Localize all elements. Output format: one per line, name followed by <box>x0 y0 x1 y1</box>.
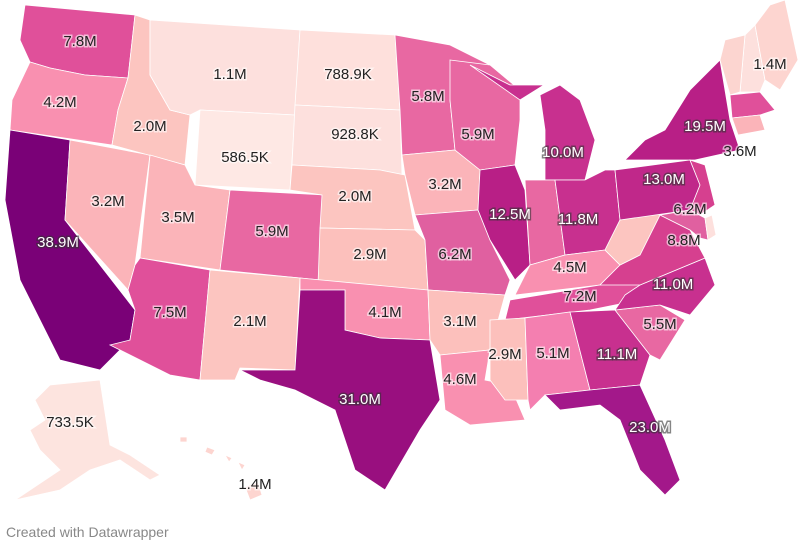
state-value-label: 1.1M <box>213 66 246 83</box>
state-il[interactable] <box>477 164 531 281</box>
state-value-label: 5.8M <box>411 88 444 105</box>
state-value-label: 3.5M <box>161 209 194 226</box>
state-me[interactable] <box>754 0 799 91</box>
state-value-label: 788.9K <box>324 66 372 83</box>
state-ct[interactable] <box>731 114 766 136</box>
state-value-label: 11.1M <box>597 346 638 363</box>
state-value-label: 19.5M <box>684 118 726 135</box>
state-shape[interactable] <box>719 34 746 96</box>
state-value-label: 10.0M <box>542 144 584 161</box>
state-ak[interactable] <box>14 379 161 501</box>
state-value-label: 5.9M <box>461 126 494 143</box>
state-value-label: 4.2M <box>43 94 76 111</box>
state-value-label: 7.2M <box>563 288 596 305</box>
state-de[interactable] <box>704 214 717 241</box>
state-value-label: 4.1M <box>368 304 401 321</box>
state-ny[interactable] <box>624 59 741 161</box>
state-value-label: 1.4M <box>753 56 786 73</box>
state-value-label: 8.8M <box>667 232 700 249</box>
state-value-label: 7.8M <box>63 33 96 50</box>
state-value-label: 23.0M <box>629 419 671 436</box>
state-la[interactable] <box>439 349 526 426</box>
state-shape[interactable] <box>731 114 766 136</box>
state-fl[interactable] <box>544 384 681 496</box>
state-shape[interactable] <box>179 436 188 443</box>
state-value-label: 3.2M <box>91 193 124 210</box>
state-value-label: 31.0M <box>339 391 381 408</box>
state-shape[interactable] <box>544 384 681 496</box>
state-value-label: 5.5M <box>643 316 676 333</box>
state-shape[interactable] <box>204 446 216 456</box>
state-shape[interactable] <box>439 349 526 426</box>
state-shape[interactable] <box>624 59 741 161</box>
state-value-label: 2.9M <box>353 246 386 263</box>
state-shape[interactable] <box>754 0 799 91</box>
state-shape[interactable] <box>569 309 651 391</box>
state-shape[interactable] <box>244 481 263 501</box>
state-value-label: 11.0M <box>653 276 694 293</box>
state-value-label: 928.8K <box>331 126 379 143</box>
state-value-label: 38.9M <box>37 234 79 251</box>
state-value-label: 13.0M <box>643 171 685 188</box>
state-value-label: 5.1M <box>536 345 569 362</box>
state-value-label: 11.8M <box>558 211 599 228</box>
state-shape[interactable] <box>237 461 246 471</box>
state-value-label: 3.2M <box>428 176 461 193</box>
state-value-label: 7.5M <box>153 304 186 321</box>
state-value-label: 2.0M <box>133 118 166 135</box>
state-value-label: 6.2M <box>438 246 471 263</box>
state-shape[interactable] <box>239 289 441 491</box>
state-value-label: 1.4M <box>238 476 271 493</box>
state-value-label: 2.0M <box>338 188 371 205</box>
state-shape[interactable] <box>704 214 717 241</box>
state-shape[interactable] <box>449 59 521 171</box>
state-shape[interactable] <box>14 379 161 501</box>
state-shape[interactable] <box>469 64 561 101</box>
state-hi[interactable] <box>179 436 263 501</box>
state-wi[interactable] <box>449 59 521 171</box>
state-ma[interactable] <box>729 91 776 119</box>
state-value-label: 3.6M <box>723 143 756 160</box>
state-value-label: 3.1M <box>443 313 476 330</box>
state-value-label: 12.5M <box>489 206 531 223</box>
state-value-label: 733.5K <box>46 414 94 431</box>
state-value-label: 586.5K <box>221 149 269 166</box>
state-shape[interactable] <box>477 164 531 281</box>
state-ga[interactable] <box>569 309 651 391</box>
state-value-label: 4.5M <box>553 259 586 276</box>
state-tx[interactable] <box>239 289 441 491</box>
state-value-label: 4.6M <box>443 371 476 388</box>
state-value-label: 2.9M <box>488 346 521 363</box>
credit-text: Created with Datawrapper <box>6 524 169 540</box>
state-shape[interactable] <box>539 84 596 181</box>
state-shape[interactable] <box>224 454 233 463</box>
state-value-label: 6.2M <box>673 201 706 218</box>
state-mi[interactable] <box>469 64 596 181</box>
state-value-label: 2.1M <box>233 313 266 330</box>
state-shape[interactable] <box>729 91 776 119</box>
state-value-label: 5.9M <box>255 223 288 240</box>
state-vt[interactable] <box>719 34 746 96</box>
